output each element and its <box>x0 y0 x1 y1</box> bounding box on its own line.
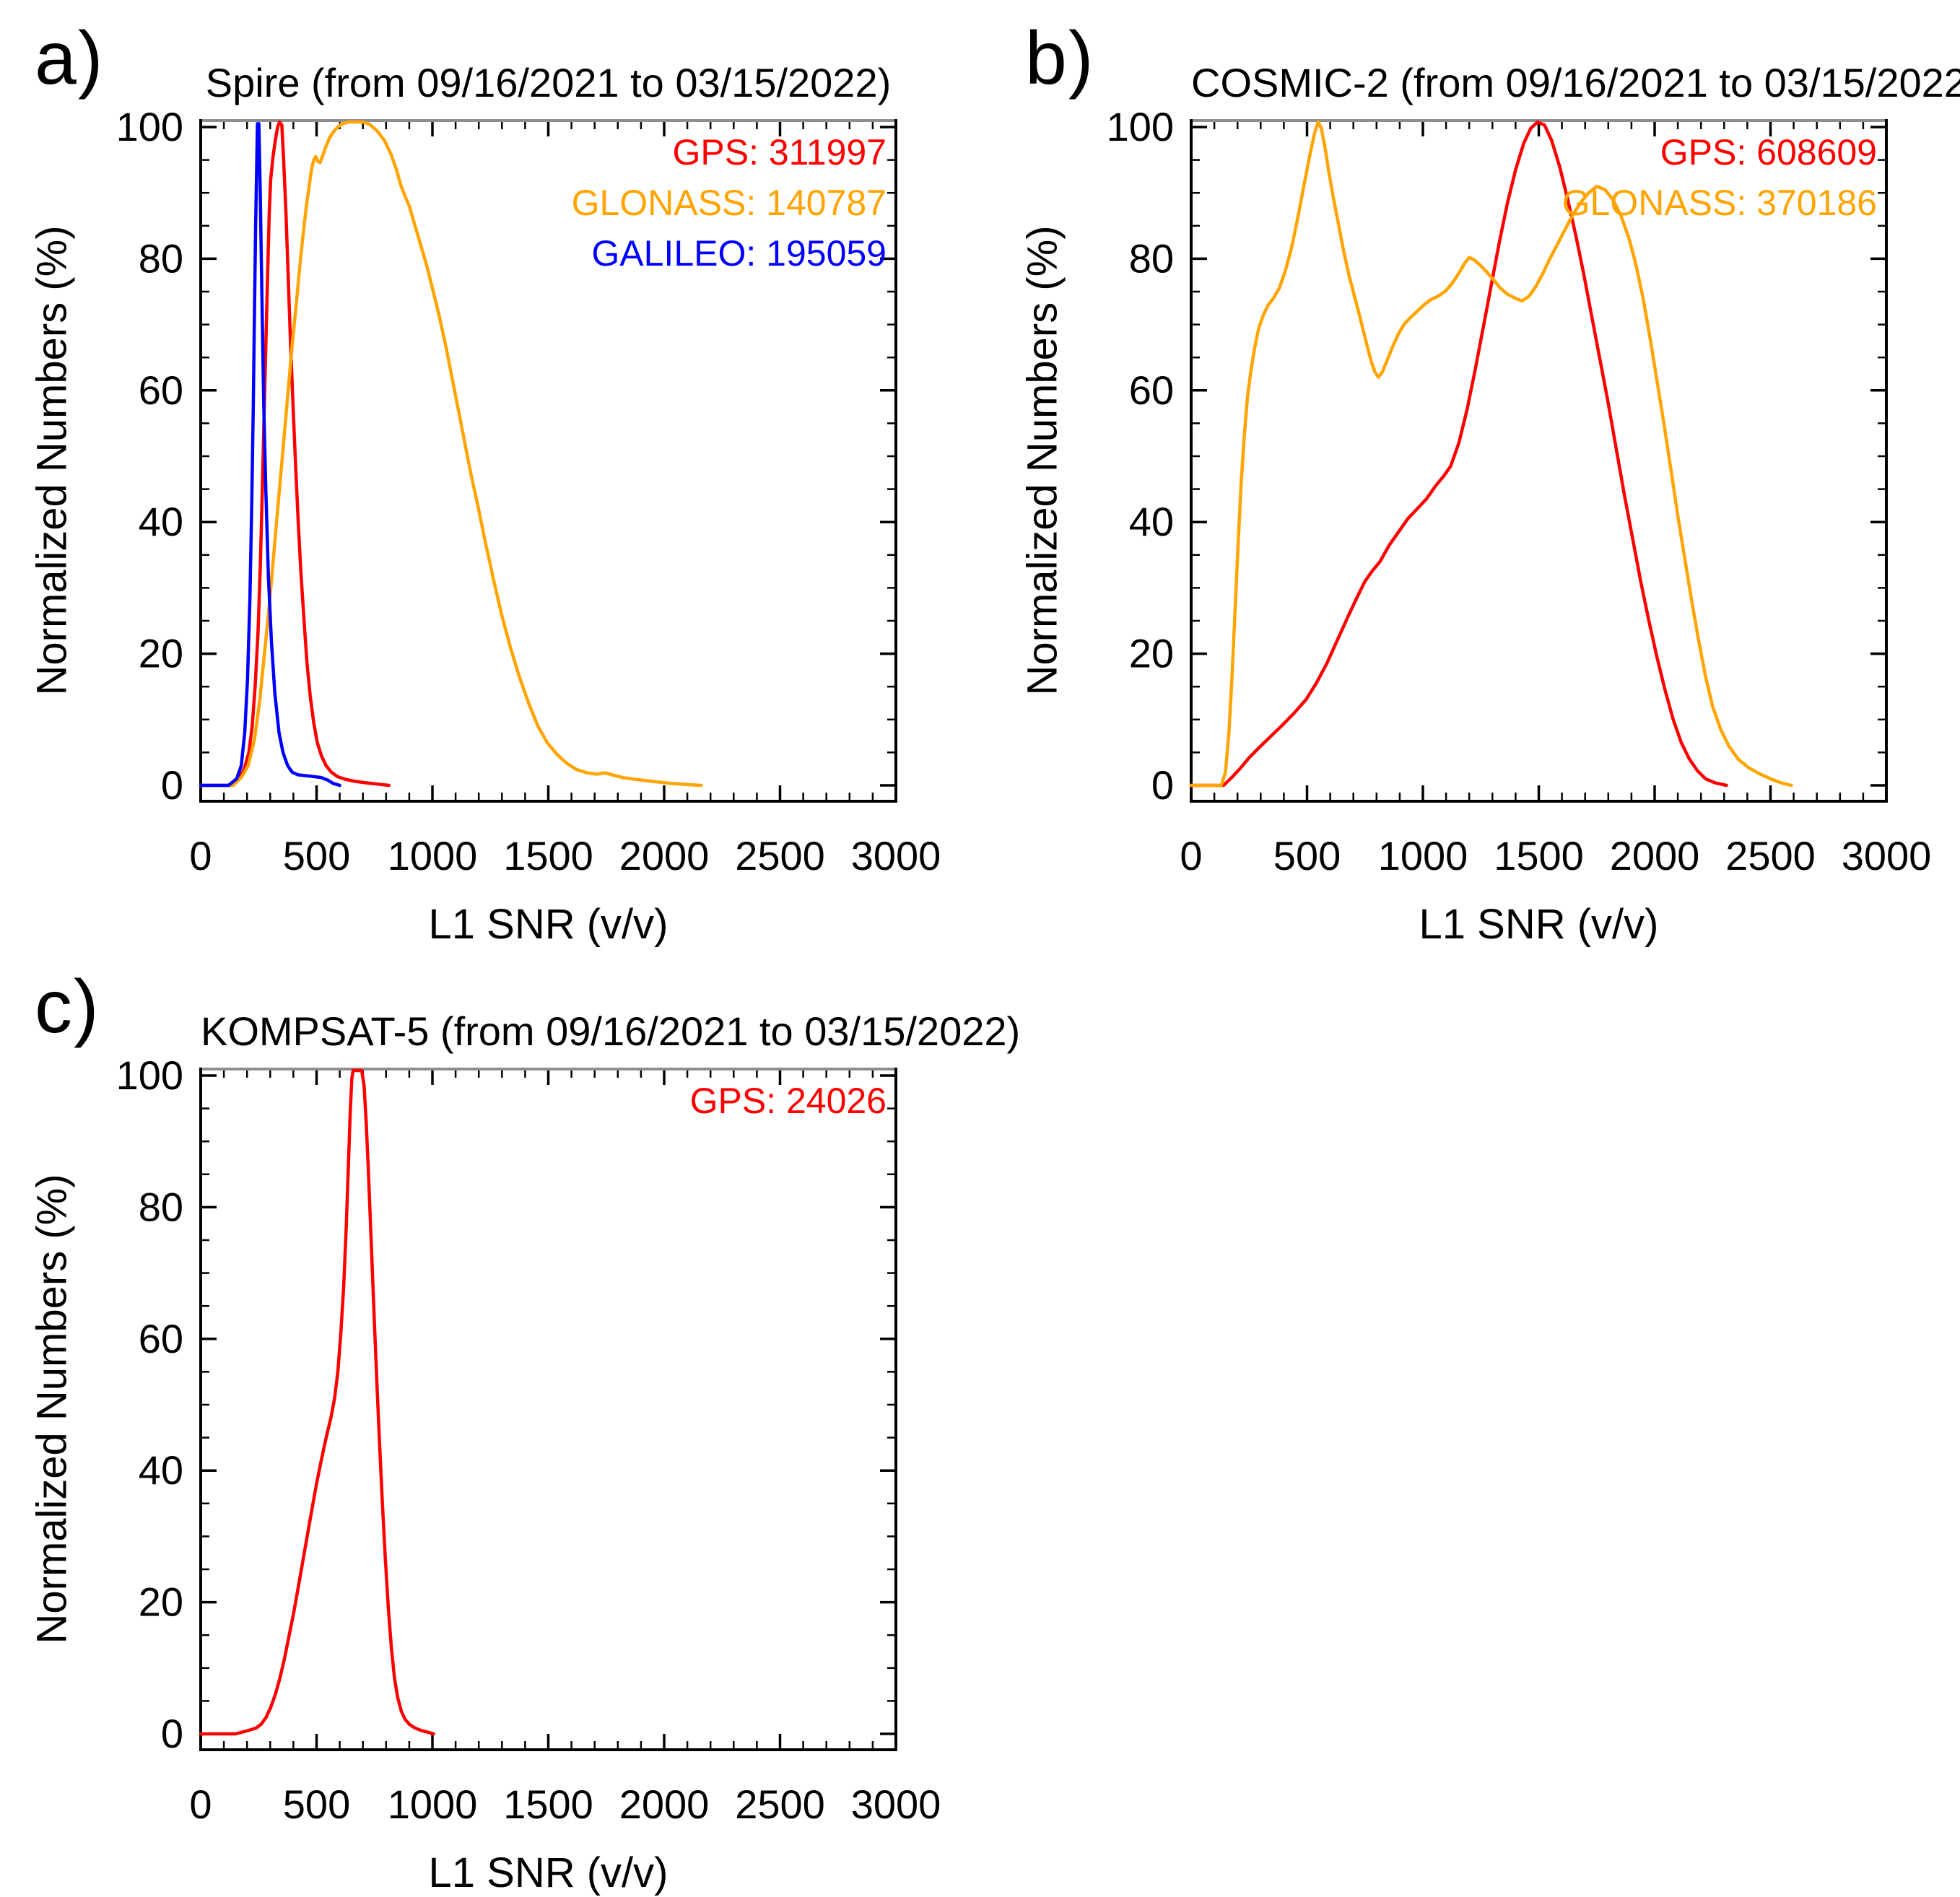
svg-text:20: 20 <box>1129 631 1174 676</box>
panel-a: 0 500 1000 1500 2000 2500 3000 0 20 40 60 80 100 a) … <box>0 0 980 948</box>
legend-entry-gps: GPS: 608609 <box>1660 132 1877 173</box>
panel-a-plot: 0 500 1000 1500 2000 2500 3000 0 20 40 60 80 100 <box>116 104 941 878</box>
svg-text:0: 0 <box>1151 762 1174 808</box>
svg-text:40: 40 <box>139 1447 183 1493</box>
legend-entry-glonass: GLONASS: 370186 <box>1562 183 1877 223</box>
svg-text:0: 0 <box>189 833 212 878</box>
svg-text:500: 500 <box>1273 833 1341 878</box>
svg-text:80: 80 <box>139 1184 183 1229</box>
legend-entry-galileo: GALILEO: 195059 <box>591 233 887 274</box>
svg-text:60: 60 <box>139 367 183 413</box>
svg-text:2500: 2500 <box>735 833 825 878</box>
svg-text:100: 100 <box>1107 104 1174 149</box>
panel-a-x-axis-label: L1 SNR (v/v) <box>428 901 668 948</box>
svg-text:40: 40 <box>139 499 183 544</box>
panel-c: 0 500 1000 1500 2000 2500 3000 0 20 40 60 80 100 c) … <box>0 948 1021 1897</box>
legend-entry-gps: GPS: 24026 <box>689 1081 887 1121</box>
panel-c-title: KOMPSAT-5 (from 09/16/2021 to 03/15/2022… <box>201 1008 1021 1054</box>
panel-a-y-axis-label: Normalized Numbers (%) <box>28 225 76 696</box>
panel-b-title: COSMIC-2 (from 09/16/2021 to 03/15/2022) <box>1191 60 1960 105</box>
svg-text:20: 20 <box>139 1579 183 1625</box>
svg-text:2000: 2000 <box>619 833 710 878</box>
panel-b-legend: GPS: 608609 GLONASS: 370186 <box>1562 127 1877 228</box>
svg-text:60: 60 <box>139 1316 183 1361</box>
panel-b-plot: 0 500 1000 1500 2000 2500 3000 0 20 40 60 80 100 <box>1107 104 1932 878</box>
panel-b-x-axis-label: L1 SNR (v/v) <box>1419 901 1659 948</box>
svg-text:20: 20 <box>139 631 183 676</box>
svg-text:1500: 1500 <box>503 833 593 878</box>
svg-text:3000: 3000 <box>1842 833 1932 878</box>
svg-text:1500: 1500 <box>503 1782 593 1827</box>
svg-text:80: 80 <box>1129 235 1174 281</box>
panel-c-letter: c) <box>35 965 100 1049</box>
panel-b-letter: b) <box>1025 17 1095 100</box>
panel-c-x-axis-label: L1 SNR (v/v) <box>428 1849 668 1896</box>
svg-text:1000: 1000 <box>388 1782 478 1827</box>
svg-text:60: 60 <box>1129 367 1174 413</box>
panel-a-letter: a) <box>35 17 105 100</box>
svg-text:0: 0 <box>1180 833 1202 878</box>
panel-a-legend: GPS: 311997 GLONASS: 140787 GALILEO: 195… <box>572 127 887 279</box>
svg-text:1500: 1500 <box>1494 833 1584 878</box>
svg-text:0: 0 <box>161 762 183 808</box>
svg-text:40: 40 <box>1129 499 1174 544</box>
svg-text:2000: 2000 <box>619 1782 710 1827</box>
panel-c-legend: GPS: 24026 <box>690 1076 887 1126</box>
svg-text:0: 0 <box>161 1711 183 1756</box>
svg-text:100: 100 <box>116 1052 183 1098</box>
panel-b: 0 500 1000 1500 2000 2500 3000 0 20 40 60 80 100 b) … <box>990 0 1960 948</box>
panel-b-y-axis-label: Normalized Numbers (%) <box>1019 225 1066 696</box>
svg-text:1000: 1000 <box>1378 833 1468 878</box>
svg-text:2000: 2000 <box>1610 833 1700 878</box>
svg-text:3000: 3000 <box>851 1782 941 1827</box>
svg-text:500: 500 <box>283 833 350 878</box>
svg-text:2500: 2500 <box>735 1782 825 1827</box>
svg-text:0: 0 <box>189 1782 212 1827</box>
svg-text:100: 100 <box>116 104 183 149</box>
svg-text:500: 500 <box>283 1782 350 1827</box>
svg-text:80: 80 <box>139 235 183 281</box>
panel-a-title: Spire (from 09/16/2021 to 03/15/2022) <box>205 60 892 105</box>
legend-entry-glonass: GLONASS: 140787 <box>571 183 887 223</box>
panel-c-y-axis-label: Normalized Numbers (%) <box>28 1174 76 1644</box>
svg-text:1000: 1000 <box>388 833 478 878</box>
legend-entry-gps: GPS: 311997 <box>672 132 887 173</box>
svg-text:3000: 3000 <box>851 833 941 878</box>
panel-c-plot: 0 500 1000 1500 2000 2500 3000 0 20 40 60 80 100 <box>116 1052 941 1827</box>
svg-text:2500: 2500 <box>1725 833 1816 878</box>
